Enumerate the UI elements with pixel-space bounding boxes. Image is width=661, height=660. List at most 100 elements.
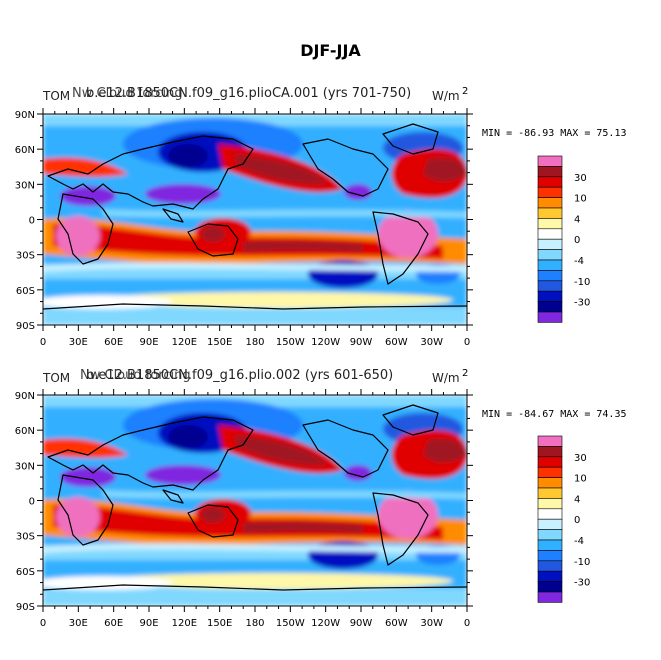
panel-min-max: MIN = -84.67 MAX = 74.35 xyxy=(482,409,627,420)
x-tick-label: 30W xyxy=(420,337,443,348)
colorbar-box xyxy=(537,477,563,489)
panel-units-superscript: 2 xyxy=(462,368,468,379)
colorbar-box xyxy=(537,270,563,282)
x-tick-label: 150W xyxy=(276,618,305,629)
colorbar-box xyxy=(537,238,563,250)
colorbar-label: 10 xyxy=(574,194,587,205)
y-tick-label: 90N xyxy=(15,391,35,402)
x-tick-label: 120W xyxy=(311,337,340,348)
colorbar-box xyxy=(537,166,563,178)
colorbar-label: 4 xyxy=(574,214,580,225)
y-tick-label: 30S xyxy=(16,251,35,262)
x-tick-label: 180 xyxy=(245,618,264,629)
colorbar-label: -10 xyxy=(574,557,590,568)
colorbar-label: 10 xyxy=(574,474,587,485)
panel2-title-a: b.e12.B1850CN.f09_g16.plio.002 (yrs 601-… xyxy=(86,368,394,383)
colorbar-box xyxy=(537,581,563,593)
x-tick-label: 0 xyxy=(40,337,46,348)
colorbar-box xyxy=(537,466,563,478)
colorbar-box xyxy=(537,207,563,219)
colorbar-box xyxy=(537,518,563,530)
panel-units: W/m xyxy=(432,371,460,385)
colorbar-label: -4 xyxy=(574,256,584,267)
y-tick-label: 60N xyxy=(15,426,35,437)
panel-min-max: MIN = -86.93 MAX = 75.13 xyxy=(482,128,627,139)
colorbar-box xyxy=(537,259,563,271)
x-tick-label: 60W xyxy=(385,337,408,348)
x-tick-label: 120W xyxy=(311,618,340,629)
colorbar-label: 30 xyxy=(574,453,587,464)
colorbar-box xyxy=(537,591,563,603)
colorbar-label: -4 xyxy=(574,536,584,547)
colorbar-box xyxy=(537,498,563,510)
x-tick-label: 120E xyxy=(172,618,197,629)
map-panel-1 xyxy=(42,113,468,326)
panel1-title-b: Nw Cloud forcing xyxy=(72,86,183,101)
x-tick-label: 150W xyxy=(276,337,305,348)
x-tick-label: 60E xyxy=(104,618,123,629)
panel1-title-a: b.e12.B1850CN.f09_g16.plioCA.001 (yrs 70… xyxy=(86,86,412,101)
x-tick-label: 30W xyxy=(420,618,443,629)
panel2-title-b: Nw Cloud forcing xyxy=(80,368,191,383)
x-tick-label: 90E xyxy=(139,337,158,348)
colorbar-box xyxy=(537,280,563,292)
x-tick-label: 150E xyxy=(207,618,232,629)
x-tick-label: 90E xyxy=(139,618,158,629)
y-tick-label: 30N xyxy=(15,180,35,191)
colorbar-box xyxy=(537,249,563,261)
colorbar-box xyxy=(537,228,563,240)
panel-title-left: TOM xyxy=(42,89,70,103)
y-tick-label: 30S xyxy=(16,532,35,543)
colorbar-box xyxy=(537,301,563,313)
colorbar-box xyxy=(537,560,563,572)
colorbar-box xyxy=(537,435,563,447)
figure-title: DJF-JJA xyxy=(300,41,361,60)
panel-units-superscript: 2 xyxy=(462,86,468,97)
x-tick-label: 30E xyxy=(69,618,88,629)
colorbar-box xyxy=(537,539,563,551)
colorbar-box xyxy=(537,456,563,468)
colorbar-box xyxy=(537,197,563,209)
y-tick-label: 30N xyxy=(15,461,35,472)
x-tick-label: 30E xyxy=(69,337,88,348)
y-tick-label: 0 xyxy=(29,497,35,508)
x-tick-label: 0 xyxy=(464,337,470,348)
y-tick-label: 0 xyxy=(29,216,35,227)
colorbar-label: 30 xyxy=(574,173,587,184)
x-tick-label: 90W xyxy=(350,337,373,348)
colorbar-label: 0 xyxy=(574,515,580,526)
colorbar-box xyxy=(537,311,563,323)
colorbar-box xyxy=(537,176,563,188)
colorbar-box xyxy=(537,446,563,458)
y-tick-label: 60S xyxy=(16,286,35,297)
x-tick-label: 0 xyxy=(40,618,46,629)
colorbar-box xyxy=(537,550,563,562)
colorbar-label: -30 xyxy=(574,298,590,309)
colorbar-label: 4 xyxy=(574,494,580,505)
colorbar-box xyxy=(537,290,563,302)
y-tick-label: 60N xyxy=(15,145,35,156)
x-tick-label: 150E xyxy=(207,337,232,348)
colorbar-label: -10 xyxy=(574,277,590,288)
y-tick-label: 60S xyxy=(16,567,35,578)
x-tick-label: 120E xyxy=(172,337,197,348)
map-panel-2 xyxy=(42,394,468,607)
colorbar-box xyxy=(537,570,563,582)
colorbar-box xyxy=(537,218,563,230)
x-tick-label: 60E xyxy=(104,337,123,348)
y-tick-label: 90S xyxy=(16,602,35,613)
panel-title-left: TOM xyxy=(42,371,70,385)
x-tick-label: 0 xyxy=(464,618,470,629)
colorbar-box xyxy=(537,529,563,541)
x-tick-label: 180 xyxy=(245,337,264,348)
colorbar-box xyxy=(537,186,563,198)
colorbar-box xyxy=(537,508,563,520)
x-tick-label: 90W xyxy=(350,618,373,629)
y-tick-label: 90S xyxy=(16,321,35,332)
colorbar-box xyxy=(537,487,563,499)
panel-units: W/m xyxy=(432,89,460,103)
colorbar-box xyxy=(537,155,563,167)
y-tick-label: 90N xyxy=(15,110,35,121)
x-tick-label: 60W xyxy=(385,618,408,629)
